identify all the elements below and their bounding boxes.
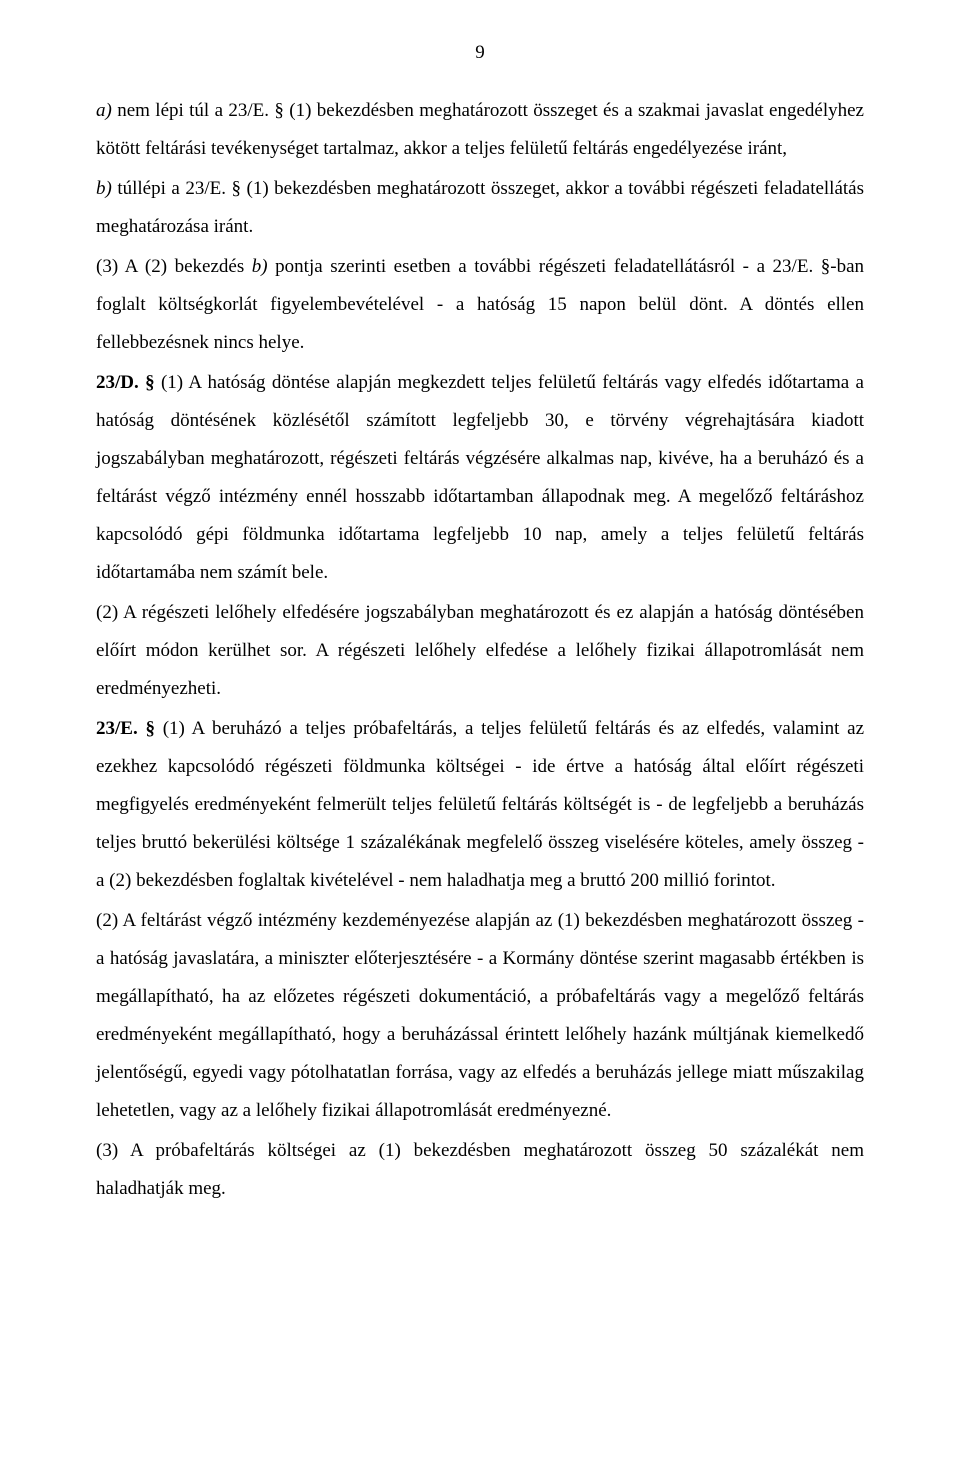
page-number: 9 [96, 34, 864, 72]
paragraph-5: (2) A régészeti lelőhely elfedésére jogs… [96, 594, 864, 708]
paragraph-4-text: (1) A hatóság döntése alapján megkezdett… [96, 372, 864, 583]
paragraph-1: a) nem lépi túl a 23/E. § (1) bekezdésbe… [96, 92, 864, 168]
section-23d: 23/D. § [96, 372, 155, 393]
paragraph-7: (2) A feltárást végző intézmény kezdemén… [96, 902, 864, 1130]
paragraph-8: (3) A próbafeltárás költségei az (1) bek… [96, 1132, 864, 1208]
paragraph-6-text: (1) A beruházó a teljes próbafeltárás, a… [96, 718, 864, 891]
paragraph-1-text: nem lépi túl a 23/E. § (1) bekezdésben m… [96, 100, 864, 159]
paragraph-3-italic: b) [252, 256, 268, 277]
list-marker-a: a) [96, 100, 112, 121]
section-23e: 23/E. § [96, 718, 155, 739]
paragraph-3-text-a: (3) A (2) bekezdés [96, 256, 252, 277]
paragraph-2: b) túllépi a 23/E. § (1) bekezdésben meg… [96, 170, 864, 246]
paragraph-3: (3) A (2) bekezdés b) pontja szerinti es… [96, 248, 864, 362]
paragraph-4: 23/D. § (1) A hatóság döntése alapján me… [96, 364, 864, 592]
paragraph-6: 23/E. § (1) A beruházó a teljes próbafel… [96, 710, 864, 900]
list-marker-b: b) [96, 178, 112, 199]
page-container: 9 a) nem lépi túl a 23/E. § (1) bekezdés… [0, 0, 960, 1250]
paragraph-2-text: túllépi a 23/E. § (1) bekezdésben meghat… [96, 178, 864, 237]
